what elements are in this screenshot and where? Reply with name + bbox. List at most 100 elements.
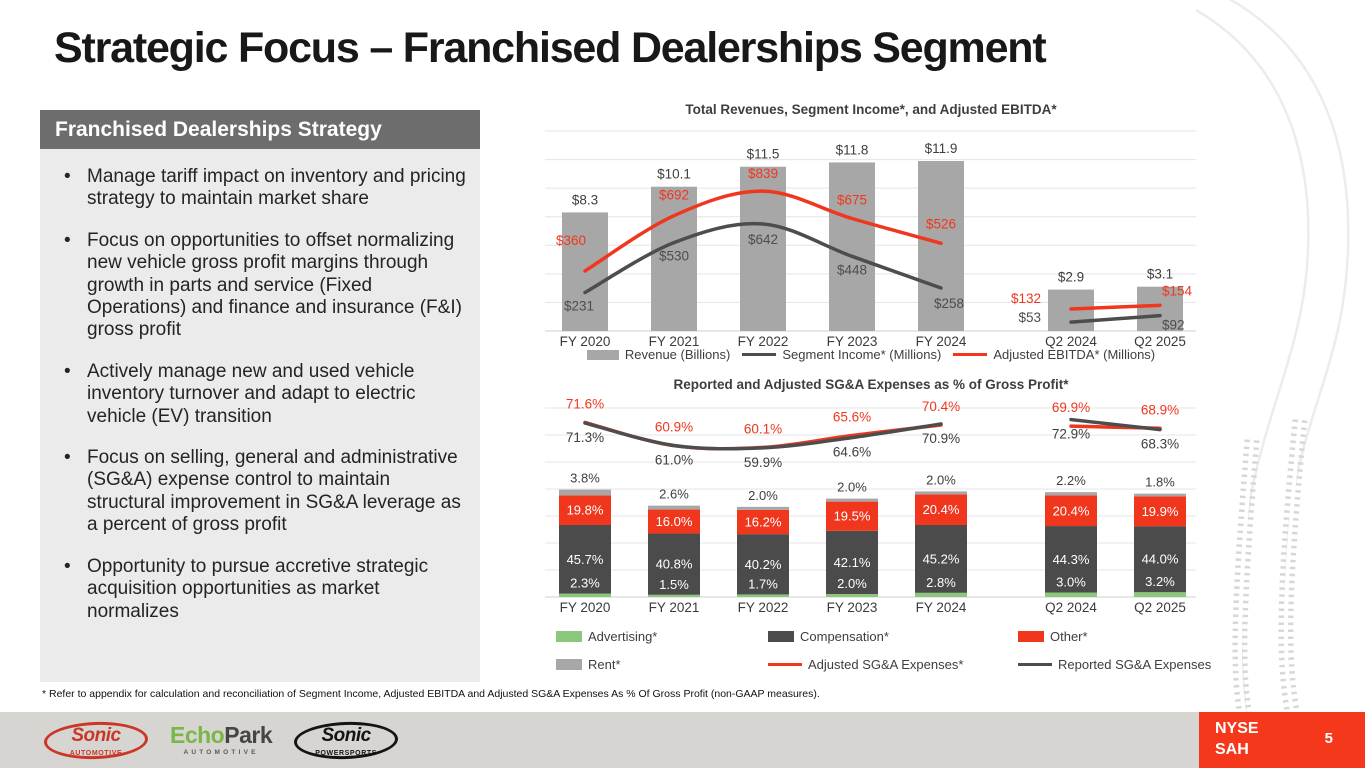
strategy-bullet-list: Manage tariff impact on inventory and pr… — [40, 149, 480, 623]
line-value-label: $231 — [564, 299, 594, 314]
tire-track-curve — [1228, 0, 1350, 768]
advertising-label: 3.0% — [1056, 575, 1086, 590]
other-label: 20.4% — [1053, 503, 1090, 518]
page-title: Strategic Focus – Franchised Dealerships… — [54, 24, 1047, 72]
line-value-label: 59.9% — [744, 455, 782, 470]
line-value-label: $360 — [556, 233, 586, 248]
revenue-chart-title: Total Revenues, Segment Income*, and Adj… — [685, 102, 1057, 117]
sgna-bar-segment — [826, 530, 878, 594]
advertising-label: 2.8% — [926, 575, 956, 590]
revenue-bar-label: $8.3 — [572, 192, 598, 207]
sonic-automotive-logo: Sonic Automotive — [43, 719, 149, 761]
sgna-bar-segment — [915, 592, 967, 597]
echopark-logo: EchoPark AUTOMOTIVE — [170, 724, 273, 757]
legend-item-compensation: Compensation* — [768, 629, 1018, 644]
line-swatch — [953, 352, 988, 357]
line-value-label: 60.1% — [744, 421, 782, 436]
sgna-bar-segment — [737, 509, 789, 535]
legend-label: Adjusted SG&A Expenses* — [808, 657, 964, 672]
line-value-label: $53 — [1018, 310, 1041, 325]
logo-text: Sonic — [71, 724, 121, 746]
bar-swatch — [768, 631, 794, 642]
x-axis-label: FY 2020 — [560, 600, 611, 615]
line-value-label: $448 — [837, 262, 867, 277]
revenue-bar-label: $11.5 — [747, 147, 780, 162]
line-value-label: $839 — [748, 166, 778, 181]
line-series — [583, 420, 943, 451]
advertising-label: 3.2% — [1145, 574, 1175, 589]
line-swatch — [768, 662, 802, 667]
line-series — [1069, 424, 1162, 431]
revenue-bar-label: $11.8 — [836, 142, 869, 157]
line-value-label: 71.3% — [566, 430, 604, 445]
legend-item-rent: Rent* — [556, 657, 768, 672]
compensation-label: 40.8% — [656, 557, 693, 572]
rent-label: 2.6% — [659, 487, 689, 502]
legend-item-segment-income: Segment Income* (Millions) — [742, 347, 941, 362]
logo-subtext: Powersports — [315, 749, 378, 757]
sgna-bar-segment — [648, 505, 700, 510]
x-axis-label: FY 2021 — [649, 600, 700, 615]
other-label: 19.9% — [1142, 504, 1179, 519]
line-series — [583, 189, 943, 273]
legend-label: Advertising* — [588, 629, 658, 644]
revenue-bar — [918, 161, 964, 331]
line-value-label: 64.6% — [833, 445, 871, 460]
legend-item-advertising: Advertising* — [556, 629, 768, 644]
sgna-bar-segment — [915, 494, 967, 525]
sgna-bar-segment — [826, 501, 878, 531]
legend-label: Segment Income* (Millions) — [782, 347, 942, 362]
footnote: * Refer to appendix for calculation and … — [42, 688, 820, 700]
legend-label: Adjusted EBITDA* (Millions) — [993, 347, 1156, 362]
legend-label: Revenue (Billions) — [624, 347, 731, 362]
line-value-label: $692 — [659, 188, 689, 203]
line-value-label: $642 — [748, 232, 778, 247]
line-value-label: $132 — [1011, 291, 1041, 306]
rent-label: 3.8% — [570, 471, 600, 486]
sgna-bar-segment — [559, 525, 611, 594]
sgna-bar-segment — [648, 594, 700, 597]
revenue-bar-label: $10.1 — [657, 167, 691, 182]
rent-label: 1.8% — [1145, 475, 1175, 490]
compensation-label: 44.0% — [1142, 552, 1179, 567]
sgna-bar-segment — [1134, 493, 1186, 497]
x-axis-label: Q2 2024 — [1045, 600, 1097, 615]
line-value-label: 70.9% — [922, 431, 960, 446]
rent-label: 2.0% — [926, 472, 956, 487]
line-value-label: $258 — [934, 296, 964, 311]
sgna-bar-segment — [559, 489, 611, 496]
compensation-label: 45.2% — [923, 551, 960, 566]
line-swatch — [742, 352, 777, 357]
line-value-label: 68.9% — [1141, 402, 1179, 417]
ticker-exchange: NYSE — [1215, 720, 1259, 737]
sgna-bar-segment — [915, 525, 967, 593]
compensation-label: 45.7% — [567, 552, 604, 567]
sgna-bar-segment — [1134, 496, 1186, 527]
other-label: 19.8% — [567, 503, 604, 518]
sgna-bar-segment — [737, 534, 789, 595]
logo-subtext: AUTOMOTIVE — [183, 749, 259, 756]
sgna-chart-legend: Advertising* Compensation* Other* Rent* … — [556, 629, 1211, 672]
tire-track-curve — [1195, 8, 1310, 768]
legend-item-other: Other* — [1018, 629, 1211, 644]
strategy-bullet: Opportunity to pursue accretive strategi… — [62, 556, 468, 623]
sgna-bar-segment — [826, 594, 878, 597]
strategy-bullet: Actively manage new and used vehicle inv… — [62, 361, 468, 428]
line-series — [1069, 313, 1162, 324]
line-value-label: $92 — [1162, 318, 1185, 333]
x-axis-label: FY 2023 — [827, 600, 878, 615]
sgna-bar-segment — [559, 593, 611, 597]
page-number: 5 — [1324, 730, 1333, 747]
logo-text: Sonic — [321, 724, 371, 746]
line-value-label: 71.6% — [566, 396, 604, 411]
line-series — [583, 221, 943, 295]
ticker-symbol: SAH — [1215, 740, 1249, 758]
strategy-panel-header: Franchised Dealerships Strategy — [40, 110, 480, 149]
strategy-bullet: Focus on selling, general and administra… — [62, 447, 468, 537]
line-swatch — [1018, 662, 1052, 667]
compensation-label: 44.3% — [1053, 552, 1090, 567]
compensation-label: 42.1% — [834, 555, 871, 570]
other-label: 19.5% — [834, 509, 871, 524]
sgna-bar-segment — [1045, 492, 1097, 496]
legend-item-revenue: Revenue (Billions) — [586, 347, 731, 362]
